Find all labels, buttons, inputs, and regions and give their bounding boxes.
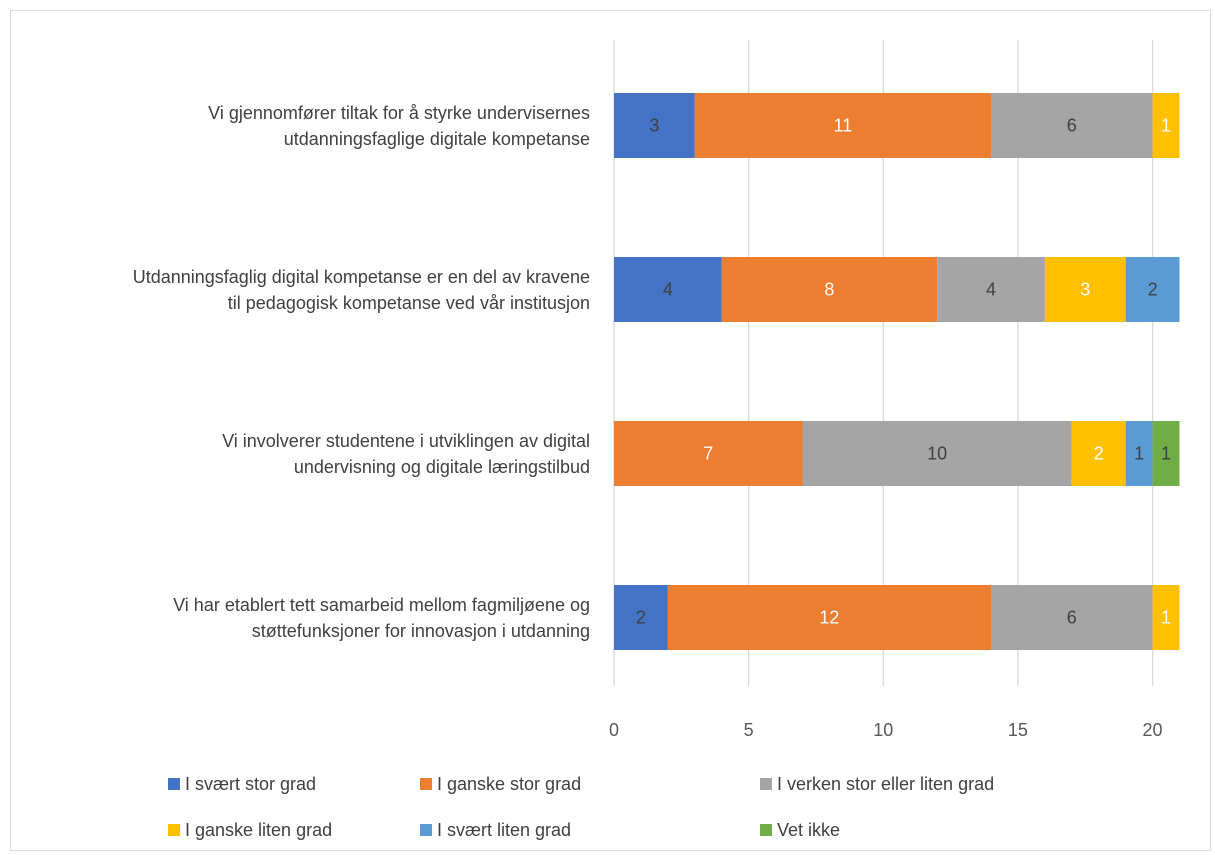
data-label: 4 xyxy=(986,279,996,299)
data-label: 1 xyxy=(1161,607,1171,627)
data-label: 7 xyxy=(703,443,713,463)
data-label: 2 xyxy=(636,607,646,627)
data-label: 1 xyxy=(1161,443,1171,463)
bar-segment xyxy=(1125,257,1180,322)
legend-label: I svært stor grad xyxy=(185,774,316,794)
data-label: 1 xyxy=(1161,115,1171,135)
legend-swatch xyxy=(168,778,180,790)
data-label: 1 xyxy=(1134,443,1144,463)
bar-segment xyxy=(937,257,1045,322)
data-label: 3 xyxy=(1080,279,1090,299)
x-tick-label: 15 xyxy=(1008,720,1028,740)
x-tick-label: 20 xyxy=(1143,720,1163,740)
data-label: 6 xyxy=(1067,115,1077,135)
x-tick-label: 5 xyxy=(744,720,754,740)
category-label: Vi gjennomfører tiltak for å styrke unde… xyxy=(208,102,590,149)
category-label: Vi har etablert tett samarbeid mellom fa… xyxy=(173,594,590,641)
data-label: 2 xyxy=(1148,279,1158,299)
legend-swatch xyxy=(420,778,432,790)
data-label: 4 xyxy=(663,279,673,299)
bar-segment xyxy=(667,585,991,650)
bar-segment xyxy=(1044,257,1126,322)
bar-segment xyxy=(721,257,938,322)
bar-segment xyxy=(1071,421,1126,486)
bar-segment xyxy=(614,257,722,322)
data-label: 3 xyxy=(649,115,659,135)
legend-label: I svært liten grad xyxy=(437,820,571,840)
legend-swatch xyxy=(420,824,432,836)
legend-label: I verken stor eller liten grad xyxy=(777,774,994,794)
legend-label: I ganske liten grad xyxy=(185,820,332,840)
bar-segment xyxy=(991,93,1153,158)
bar-segment xyxy=(614,93,695,158)
data-label: 6 xyxy=(1067,607,1077,627)
legend-swatch xyxy=(168,824,180,836)
category-label: Vi involverer studentene i utviklingen a… xyxy=(222,430,590,477)
x-tick-label: 0 xyxy=(609,720,619,740)
legend-swatch xyxy=(760,824,772,836)
bar-segment xyxy=(694,93,991,158)
data-label: 10 xyxy=(927,443,947,463)
bar-segment xyxy=(1152,93,1180,158)
chart-border xyxy=(10,10,1211,851)
legend-swatch xyxy=(760,778,772,790)
data-label: 11 xyxy=(834,115,853,135)
bar-segment xyxy=(1125,421,1153,486)
data-label: 8 xyxy=(824,279,834,299)
bar-segment xyxy=(1152,421,1180,486)
bar-segment xyxy=(614,421,803,486)
category-label: Utdanningsfaglig digital kompetanse er e… xyxy=(132,266,590,313)
legend-label: I ganske stor grad xyxy=(437,774,581,794)
data-label: 12 xyxy=(819,607,839,627)
bar-segment xyxy=(991,585,1153,650)
legend-label: Vet ikke xyxy=(777,820,840,840)
bar-segment xyxy=(1152,585,1180,650)
bar-segment xyxy=(614,585,668,650)
x-tick-label: 10 xyxy=(873,720,893,740)
data-label: 2 xyxy=(1094,443,1104,463)
bar-segment xyxy=(802,421,1072,486)
